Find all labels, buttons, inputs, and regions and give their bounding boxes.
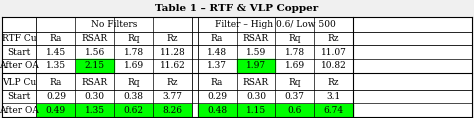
Text: 1.97: 1.97 [246,61,266,70]
Text: Start: Start [8,48,31,57]
Text: 0.6: 0.6 [288,105,302,115]
Text: Ra: Ra [50,34,62,43]
Text: 0.37: 0.37 [285,92,305,101]
Text: Rz: Rz [328,34,339,43]
Bar [2,17,472,117]
Text: 11.62: 11.62 [160,61,185,70]
Text: RSAR: RSAR [82,78,108,87]
Text: 1.37: 1.37 [207,61,227,70]
Text: RSAR: RSAR [243,34,269,43]
Text: 1.45: 1.45 [46,48,66,57]
Text: Start: Start [8,92,31,101]
Text: 8.26: 8.26 [163,105,182,115]
Text: Rz: Rz [167,34,178,43]
Text: 1.78: 1.78 [124,48,144,57]
Text: 10.82: 10.82 [321,61,346,70]
Text: After OA: After OA [0,61,39,70]
Text: Rq: Rq [289,78,301,87]
Text: Rq: Rq [128,78,140,87]
Text: 6.74: 6.74 [324,105,344,115]
Text: 2.15: 2.15 [85,61,105,70]
Bar [198,104,236,116]
Text: VLP Cu: VLP Cu [2,78,36,87]
Bar [76,104,114,116]
Text: Table 1 – RTF & VLP Copper: Table 1 – RTF & VLP Copper [155,4,319,13]
Text: 0.48: 0.48 [207,105,227,115]
Text: Ra: Ra [211,78,223,87]
Text: 3.1: 3.1 [327,92,341,101]
Text: 1.56: 1.56 [85,48,105,57]
Text: RSAR: RSAR [243,78,269,87]
Text: RTF Cu: RTF Cu [2,34,37,43]
Text: Rz: Rz [328,78,339,87]
Bar [154,104,191,116]
Bar [2,17,472,117]
Text: 0.30: 0.30 [246,92,266,101]
Text: 11.28: 11.28 [160,48,185,57]
Text: Rz: Rz [167,78,178,87]
Text: 1.69: 1.69 [124,61,144,70]
Bar [76,59,114,72]
Text: 11.07: 11.07 [321,48,346,57]
Text: Rq: Rq [128,34,140,43]
Text: 3.77: 3.77 [163,92,182,101]
Text: 0.30: 0.30 [85,92,105,101]
Text: Filter – High 0.6/ Low 500: Filter – High 0.6/ Low 500 [215,20,336,29]
Bar [276,104,314,116]
Text: 1.15: 1.15 [246,105,266,115]
Text: 0.49: 0.49 [46,105,66,115]
Bar [115,104,153,116]
Text: No Filters: No Filters [91,20,137,29]
Bar [237,59,275,72]
Text: Ra: Ra [50,78,62,87]
Text: 0.38: 0.38 [124,92,144,101]
Text: After OA: After OA [0,105,39,115]
Text: 1.35: 1.35 [85,105,105,115]
Text: 1.48: 1.48 [207,48,227,57]
Text: 0.62: 0.62 [124,105,144,115]
Bar [37,104,75,116]
Text: 1.78: 1.78 [285,48,305,57]
Text: Rq: Rq [289,34,301,43]
Text: 1.59: 1.59 [246,48,266,57]
Text: 1.35: 1.35 [46,61,66,70]
Text: 0.29: 0.29 [207,92,227,101]
Text: Ra: Ra [211,34,223,43]
Bar [237,104,275,116]
Bar [315,104,353,116]
Text: 0.29: 0.29 [46,92,66,101]
Text: RSAR: RSAR [82,34,108,43]
Text: 1.69: 1.69 [285,61,305,70]
